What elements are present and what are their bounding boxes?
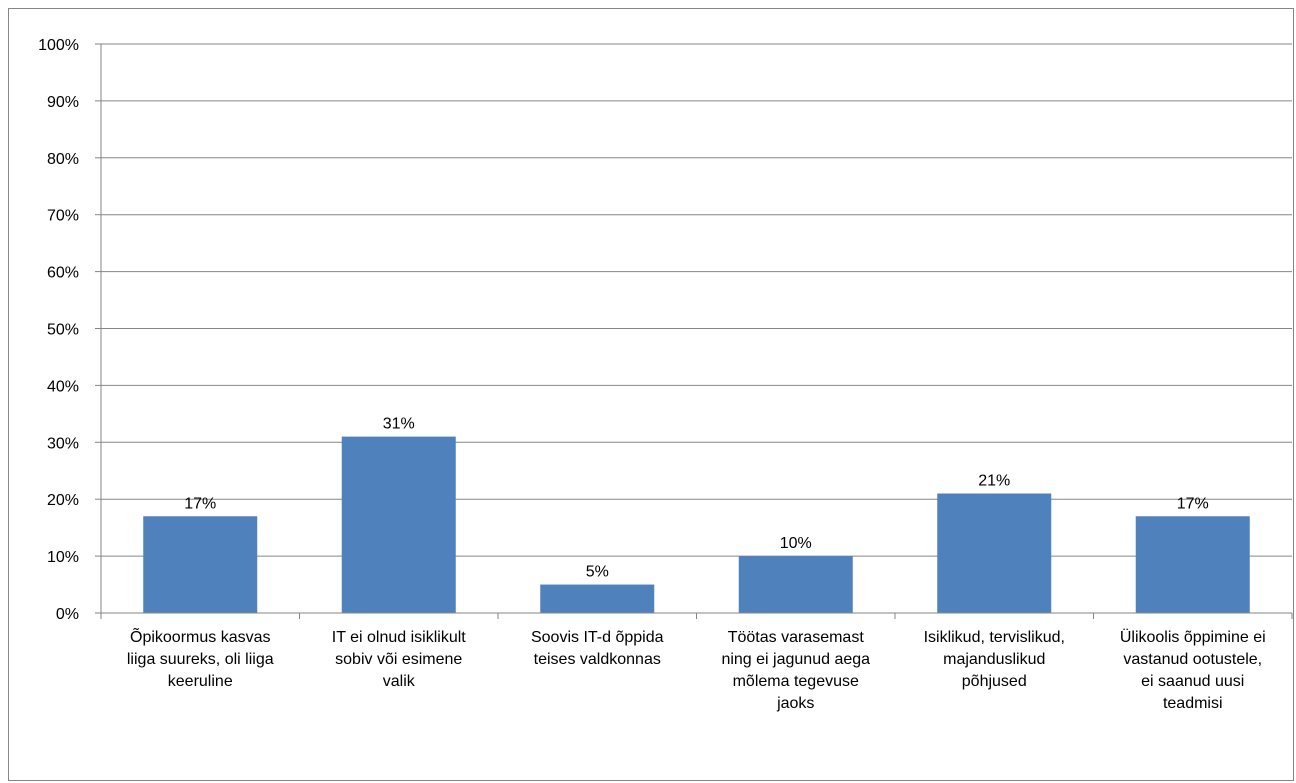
category-label-line: Töötas varasemast: [728, 629, 865, 646]
category-label-line: Õpikoormus kasvas: [130, 626, 271, 646]
data-label: 5%: [586, 564, 609, 581]
category-label-line: Isiklikud, tervislikud,: [924, 629, 1065, 646]
category-label-line: teises valdkonnas: [534, 651, 661, 668]
category-label-line: majanduslikud: [943, 651, 1045, 668]
category-label-line: sobiv või esimene: [335, 651, 462, 668]
data-label: 10%: [780, 535, 812, 552]
category-label-line: mõlema tegevuse: [733, 673, 859, 690]
y-tick-label: 20%: [47, 492, 79, 509]
y-tick-label: 50%: [47, 322, 79, 339]
category-label-line: Ülikoolis õppimine ei: [1120, 628, 1266, 646]
y-tick-label: 30%: [47, 435, 79, 452]
category-label-line: põhjused: [962, 673, 1027, 690]
bar: [937, 493, 1052, 613]
category-label: Isiklikud, tervislikud, majanduslikud põhj…: [924, 629, 1065, 690]
category-label-line: Soovis IT-d õppida: [531, 629, 664, 646]
y-tick-label: 70%: [47, 208, 79, 225]
bar: [143, 516, 258, 613]
data-label: 31%: [383, 416, 415, 433]
bar: [738, 556, 853, 613]
bar: [540, 584, 655, 613]
y-tick-label: 0%: [56, 606, 79, 623]
data-label: 17%: [184, 495, 216, 512]
y-tick-label: 90%: [47, 94, 79, 111]
category-label-line: ei saanud uusi: [1141, 673, 1244, 690]
category-label-line: vastanud ootustele,: [1123, 651, 1262, 668]
bar: [341, 436, 456, 613]
category-label: Ülikoolis õppimine ei vastanud ootustele,…: [1120, 628, 1266, 712]
category-label-line: keeruline: [168, 673, 233, 690]
data-label: 17%: [1177, 495, 1209, 512]
category-label-line: ning ei jagunud aega: [721, 651, 870, 668]
data-label: 21%: [978, 473, 1010, 490]
category-label-line: jaoks: [776, 695, 814, 712]
category-label: Töötas varasemast ning ei jagunud aega mõl…: [721, 629, 870, 712]
category-label: IT ei olnud isiklikult sobiv või esimene v…: [332, 629, 467, 690]
category-label-line: teadmisi: [1163, 695, 1223, 712]
y-tick-label: 10%: [47, 549, 79, 566]
category-label-line: IT ei olnud isiklikult: [332, 629, 467, 646]
chart-frame: [8, 8, 1294, 781]
y-tick-label: 60%: [47, 265, 79, 282]
y-tick-label: 80%: [47, 151, 79, 168]
y-tick-label: 100%: [38, 37, 79, 54]
category-label-line: valik: [383, 673, 416, 690]
category-label: Soovis IT-d õppida teises valdkonnas: [531, 629, 664, 668]
category-label: Õpikoormus kasvas liiga suureks, oli liig…: [127, 626, 274, 690]
bar: [1135, 516, 1250, 613]
category-label-line: liiga suureks, oli liiga: [127, 651, 274, 668]
y-tick-label: 40%: [47, 378, 79, 395]
